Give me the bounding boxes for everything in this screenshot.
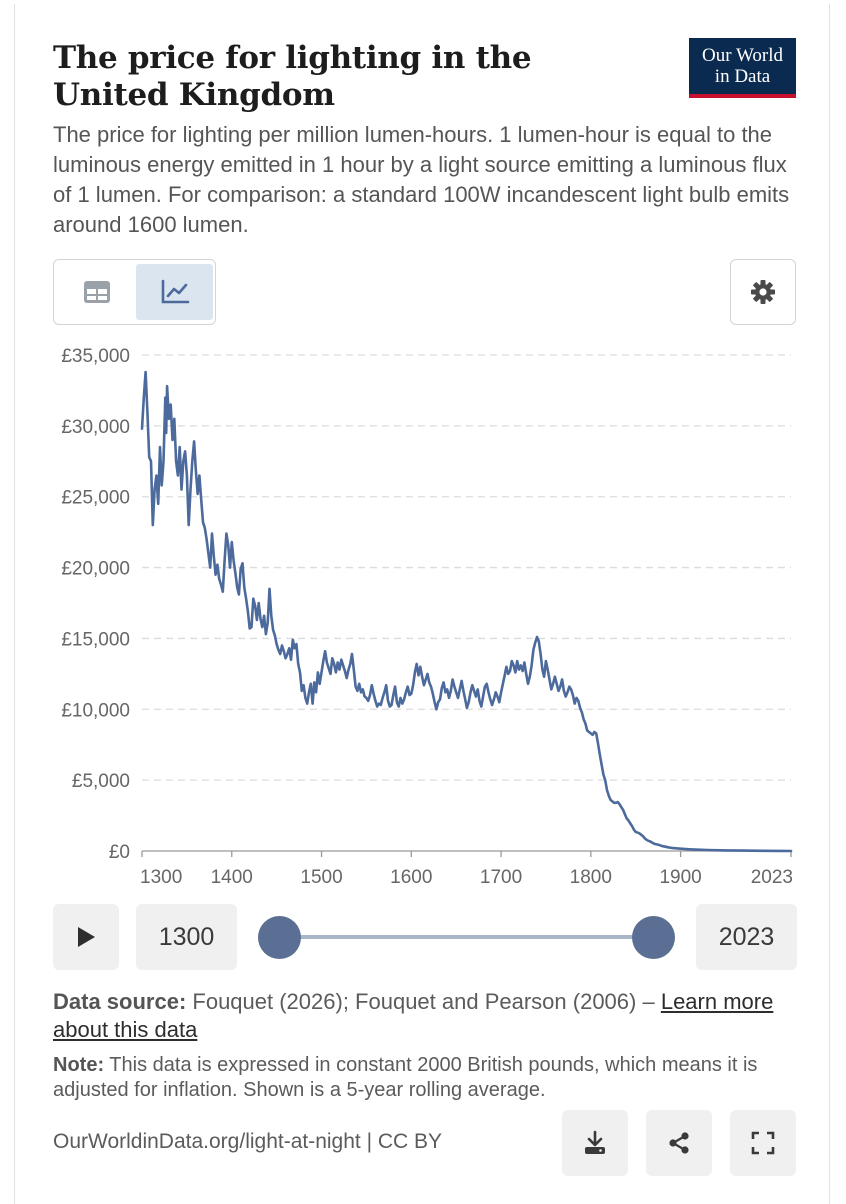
gear-icon: [751, 280, 775, 304]
source-url[interactable]: OurWorldinData.org/light-at-night | CC B…: [53, 1130, 443, 1153]
note-text: This data is expressed in constant 2000 …: [53, 1054, 758, 1101]
play-button[interactable]: [53, 904, 119, 970]
source-text: Fouquet (2026); Fouquet and Pearson (200…: [186, 989, 661, 1014]
line-chart: £0 £5,000 £10,000 £15,000 £20,000 £25,000 £30,…: [61, 346, 793, 888]
y-tick-label: £20,000: [61, 559, 130, 580]
y-tick-label: £30,000: [61, 417, 130, 438]
fullscreen-icon: [751, 1131, 775, 1155]
x-tick-label: 1900: [659, 867, 701, 888]
download-button[interactable]: [562, 1110, 628, 1176]
chart-view-button[interactable]: [136, 264, 213, 320]
note-label: Note:: [53, 1054, 105, 1076]
end-year-label[interactable]: 2023: [696, 904, 797, 970]
y-tick-label: £10,000: [61, 700, 130, 721]
x-tick-label: 1400: [211, 867, 253, 888]
table-icon: [83, 281, 110, 303]
start-year-label[interactable]: 1300: [136, 904, 237, 970]
logo-line-2: in Data: [714, 66, 771, 87]
line-chart-icon: [161, 279, 189, 304]
download-icon: [585, 1130, 605, 1154]
y-tick-label: £0: [109, 842, 130, 863]
x-tick-label: 1500: [300, 867, 342, 888]
owid-logo[interactable]: Our World in Data: [689, 38, 796, 98]
y-tick-label: £25,000: [61, 488, 130, 509]
y-tick-label: £35,000: [61, 346, 130, 367]
card-frame: [14, 4, 830, 1204]
learn-more-link[interactable]: Learn more about this data: [53, 989, 774, 1042]
timeline-slider-track[interactable]: [280, 935, 652, 939]
x-tick-label: 1600: [390, 867, 432, 888]
data-source: Data source: Fouquet (2026); Fouquet and…: [53, 988, 798, 1044]
x-tick-label: 2023: [751, 867, 793, 888]
share-icon: [669, 1132, 689, 1154]
chart-subtitle: The price for lighting per million lumen…: [53, 122, 790, 237]
y-tick-label: £5,000: [72, 771, 130, 792]
x-tick-label: 1800: [570, 867, 612, 888]
x-tick-label: 1700: [480, 867, 522, 888]
y-tick-label: £15,000: [61, 629, 130, 650]
logo-line-1: Our World: [702, 45, 783, 66]
start-year-handle[interactable]: [258, 916, 301, 959]
view-toggle: [53, 259, 216, 325]
settings-button[interactable]: [730, 259, 796, 325]
share-button[interactable]: [646, 1110, 712, 1176]
chart-title: The price for lighting in the United Kin…: [53, 40, 532, 113]
table-view-button[interactable]: [58, 264, 135, 320]
x-tick-label: 1300: [140, 867, 182, 888]
end-year-handle[interactable]: [632, 916, 675, 959]
chart-note: Note: This data is expressed in constant…: [53, 1053, 798, 1103]
fullscreen-button[interactable]: [730, 1110, 796, 1176]
play-icon: [78, 927, 95, 947]
source-label: Data source:: [53, 989, 187, 1014]
price-series-line[interactable]: [140, 370, 793, 853]
